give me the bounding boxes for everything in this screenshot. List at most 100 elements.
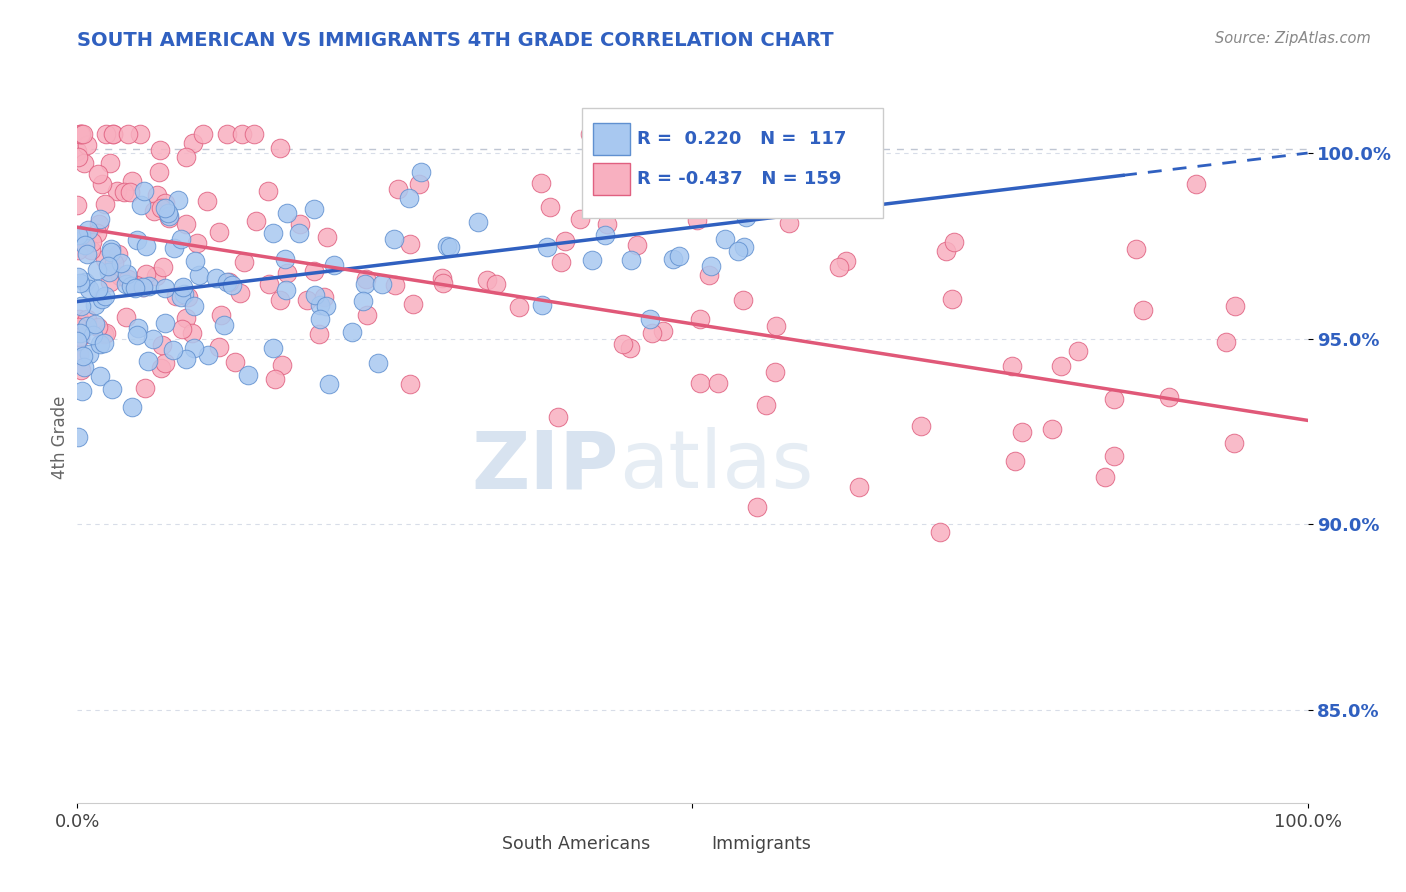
Point [354,272,377,286]
Point [697,268,720,282]
Point [274,283,297,297]
Point [1125,242,1147,256]
Point [67,347,90,361]
Point [170,322,193,336]
Point [208,340,231,354]
Point [707,376,730,390]
Point [66,145,89,159]
Point [315,299,337,313]
Point [117,267,139,281]
Point [117,128,139,142]
FancyBboxPatch shape [672,832,703,857]
Point [93,327,115,342]
Point [97,259,120,273]
Point [162,343,184,358]
Point [67,232,90,246]
Point [70,227,93,242]
Point [120,279,142,293]
Point [1094,469,1116,483]
Point [1185,177,1208,191]
Point [398,236,420,251]
Point [384,277,406,292]
Point [177,290,200,304]
Point [94,197,117,211]
Point [186,235,208,250]
Point [193,128,215,142]
Point [82,327,104,342]
Text: Immigrants: Immigrants [711,836,811,854]
Point [295,293,318,307]
Point [129,197,152,211]
Point [1223,299,1246,313]
Y-axis label: 4th Grade: 4th Grade [51,395,69,479]
Point [91,177,114,191]
Point [188,268,211,283]
Point [166,193,188,207]
Point [180,326,202,340]
Point [208,226,231,240]
Point [170,289,193,303]
Point [67,228,90,243]
Point [76,246,98,260]
Point [290,217,312,231]
Point [87,217,110,231]
Point [89,212,111,227]
Point [1132,303,1154,318]
Point [209,308,232,322]
Point [554,234,576,248]
Point [620,253,643,268]
Point [579,128,602,142]
Point [136,353,159,368]
Point [778,215,800,229]
Point [121,400,143,414]
Point [87,282,110,296]
Point [581,253,603,268]
Point [1004,454,1026,468]
Point [1011,425,1033,439]
Point [276,266,298,280]
Point [271,359,294,373]
Point [224,355,246,369]
Point [1066,344,1088,359]
Point [121,174,143,188]
Point [640,176,662,190]
Point [75,237,97,252]
Point [157,209,180,223]
Point [1157,390,1180,404]
Point [547,410,569,425]
Point [138,278,160,293]
Point [173,287,195,301]
Point [195,194,218,209]
Point [398,191,420,205]
Point [318,377,340,392]
Point [183,341,205,355]
Point [439,240,461,254]
Point [322,258,344,272]
Point [530,298,553,312]
Point [100,245,122,260]
Text: South Americans: South Americans [502,836,650,854]
Point [75,275,97,289]
Point [218,275,240,289]
Point [77,282,100,296]
Point [689,312,711,326]
Point [94,326,117,340]
Point [302,263,325,277]
Point [1222,436,1244,450]
Point [77,347,100,361]
Point [733,293,755,307]
Point [467,215,489,229]
Point [148,165,170,179]
Point [124,281,146,295]
Point [734,210,756,224]
Point [184,253,207,268]
Point [765,319,787,334]
Point [183,299,205,313]
Point [115,277,138,291]
Point [125,234,148,248]
Point [568,212,591,227]
Point [727,244,749,259]
Point [67,430,90,444]
Point [72,128,94,142]
Point [110,256,132,270]
